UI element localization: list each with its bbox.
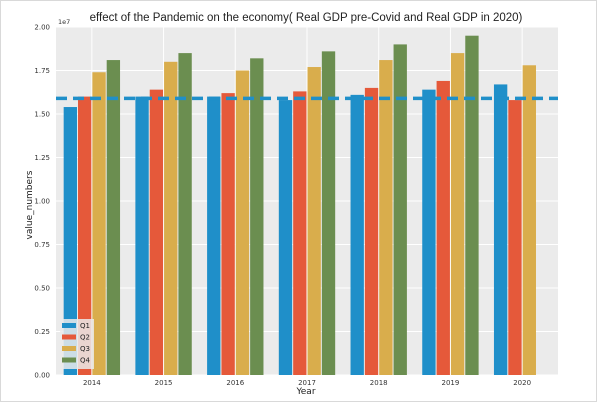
x-tick-labels: 2014 2015 2016 2017 2018 2019 2020	[83, 379, 531, 387]
legend-swatch-q1	[62, 323, 76, 328]
bar-q3-2014	[92, 72, 106, 376]
y-tick-label: 1.75	[34, 67, 50, 75]
y-tick-label: 0.50	[34, 285, 50, 293]
bar-q4-2015	[178, 53, 192, 375]
bars	[63, 35, 536, 376]
bar-q3-2016	[235, 70, 250, 375]
bar-q4-2018	[393, 44, 407, 376]
y-tick-label: 1.00	[34, 198, 50, 206]
bar-q1-2018	[350, 94, 364, 376]
legend-swatch-q4	[62, 357, 76, 363]
y-tick-label: 0.75	[34, 241, 50, 249]
bar-q2-2014	[78, 96, 92, 375]
bar-q1-2014	[63, 107, 78, 375]
bar-q3-2015	[164, 61, 178, 376]
bar-q1-2016	[207, 96, 221, 375]
x-tick-label: 2018	[370, 379, 388, 387]
bar-q1-2020	[493, 84, 508, 376]
bar-q4-2016	[250, 58, 264, 375]
bar-q3-2019	[450, 53, 465, 375]
bar-q4-2014	[106, 60, 121, 376]
bar-q2-2015	[149, 89, 164, 375]
legend-swatch-q3	[62, 346, 76, 351]
y-tick-labels: 0.00 0.25 0.50 0.75 1.00 1.25 1.50 1.75 2.00	[34, 24, 50, 380]
legend: Q1 Q2 Q3 Q4	[60, 319, 94, 369]
legend-label: Q3	[80, 345, 90, 353]
legend-swatch-q2	[62, 334, 76, 340]
y-axis-multiplier: 1e7	[58, 18, 70, 26]
bar-q4-2017	[321, 51, 336, 376]
y-tick-label: 2.00	[34, 24, 50, 32]
bar-q2-2017	[293, 91, 307, 375]
y-tick-label: 0.25	[34, 328, 50, 336]
x-tick-label: 2015	[155, 379, 173, 387]
y-tick-label: 0.00	[34, 372, 50, 380]
x-tick-label: 2017	[298, 379, 316, 387]
x-tick-label: 2016	[226, 379, 244, 387]
bar-q2-2016	[221, 93, 235, 376]
x-axis-label: Year	[295, 387, 315, 397]
bar-q1-2015	[135, 96, 149, 375]
chart-title: effect of the Pandemic on the economy( R…	[90, 12, 523, 24]
bar-q4-2019	[465, 35, 479, 375]
bar-q2-2018	[364, 87, 379, 376]
y-axis-label: value_numbers	[25, 170, 35, 239]
x-tick-label: 2014	[83, 379, 101, 387]
y-tick-label: 1.25	[34, 154, 50, 162]
bar-q1-2019	[422, 89, 436, 375]
legend-label: Q2	[80, 334, 90, 342]
bar-q1-2017	[278, 100, 293, 375]
bar-q3-2018	[379, 60, 393, 376]
legend-label: Q1	[80, 322, 90, 330]
y-tick-label: 1.50	[34, 111, 50, 119]
x-tick-label: 2019	[442, 379, 460, 387]
x-tick-label: 2020	[513, 379, 531, 387]
bar-q3-2020	[522, 65, 536, 375]
bar-q2-2020	[508, 100, 522, 375]
legend-label: Q4	[80, 357, 91, 365]
bar-q3-2017	[307, 67, 321, 376]
bar-q2-2019	[436, 80, 450, 375]
